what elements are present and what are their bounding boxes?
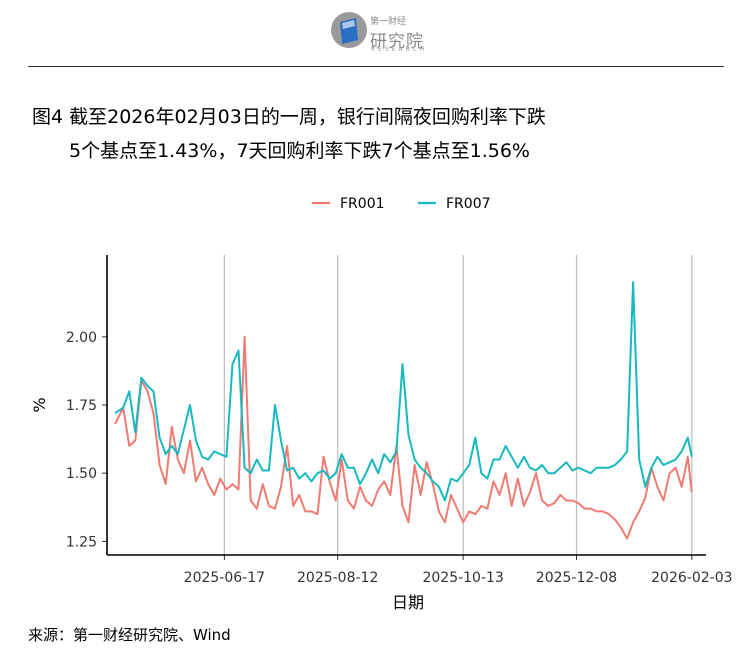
y-tick-label: 1.50 (66, 466, 97, 482)
figure-title-line2: 5个基点至1.43%，7天回购利率下跌7个基点至1.56% (69, 140, 530, 162)
x-axis-title: 日期 (392, 593, 424, 612)
x-tick-label: 2026-02-03 (651, 570, 732, 586)
y-tick-label: 2.00 (66, 330, 97, 346)
legend: FR001 FR007 (312, 196, 491, 212)
logo-mark-icon (331, 12, 367, 48)
x-tick-label: 2025-10-13 (422, 570, 503, 586)
report-header: 第一财经 研究院 RESEARCH (0, 0, 755, 67)
series-layer (114, 281, 693, 540)
figure-title: 图4 截至2026年02月03日的一周，银行间隔夜回购利率下跌 5个基点至1.4… (32, 100, 732, 168)
x-tick-label: 2025-08-12 (297, 570, 378, 586)
series-line-fr001 (114, 335, 693, 540)
logo-chinese-text: 研究院 (370, 32, 424, 52)
figure-title-line1: 图4 截至2026年02月03日的一周，银行间隔夜回购利率下跌 (32, 106, 546, 128)
y-axis-title: % (30, 397, 49, 412)
brand-logo: 第一财经 研究院 RESEARCH (330, 10, 430, 54)
header-divider (28, 66, 724, 67)
source-note: 来源：第一财经研究院、Wind (28, 626, 231, 644)
logo-english-text: RESEARCH (371, 46, 428, 53)
x-tick-label: 2025-06-17 (184, 570, 265, 586)
series-line-fr007 (114, 281, 693, 502)
y-tick-label: 1.75 (66, 398, 97, 414)
grid-layer (223, 255, 693, 555)
logo-top-text: 第一财经 (370, 17, 407, 27)
y-tick-label: 1.25 (66, 534, 97, 550)
axis-layer: 2025-06-17 2025-08-12 2025-10-13 2025-12-08… (66, 255, 733, 586)
x-tick-label: 2025-12-08 (536, 570, 617, 586)
legend-label-fr001: FR001 (340, 196, 385, 212)
legend-label-fr007: FR007 (446, 196, 491, 212)
